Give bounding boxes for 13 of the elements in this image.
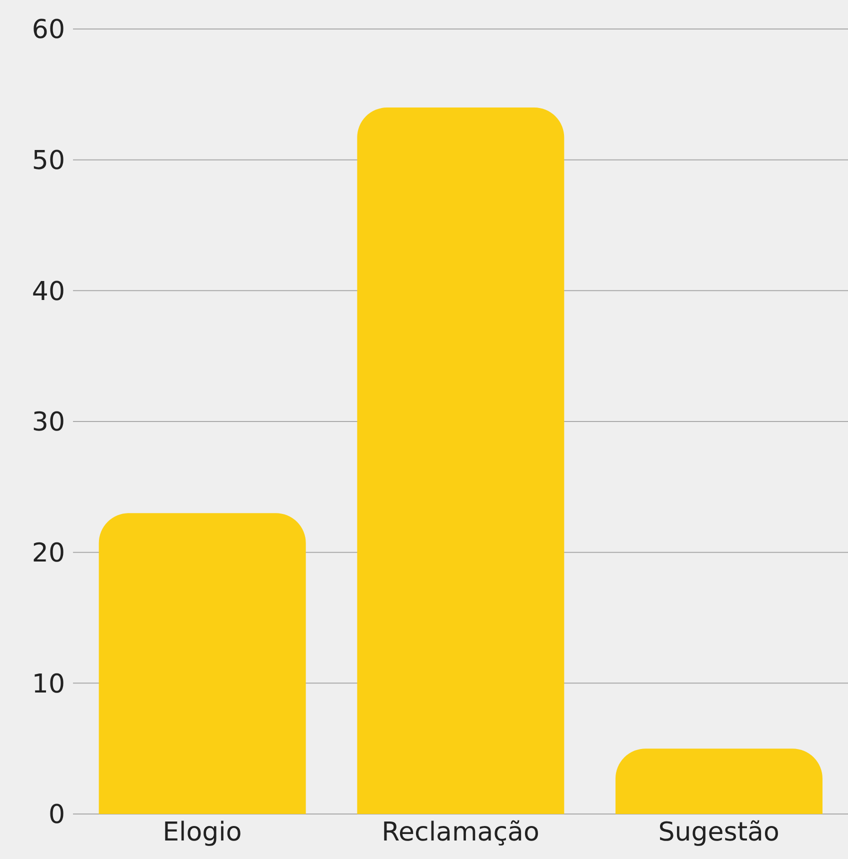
y-tick-label: 30 xyxy=(32,408,65,438)
y-tick-label: 10 xyxy=(32,669,65,700)
y-tick-label: 20 xyxy=(32,538,65,569)
y-tick-label: 0 xyxy=(48,800,65,830)
bar xyxy=(357,108,564,814)
y-tick-label: 40 xyxy=(32,276,65,307)
x-tick-label: Reclamação xyxy=(382,817,540,848)
bar xyxy=(616,748,822,814)
x-tick-label: Sugestão xyxy=(658,817,780,848)
y-tick-label: 60 xyxy=(32,15,65,46)
y-tick-label: 50 xyxy=(32,146,65,176)
bar xyxy=(98,513,306,814)
x-tick-label: Elogio xyxy=(162,817,242,848)
